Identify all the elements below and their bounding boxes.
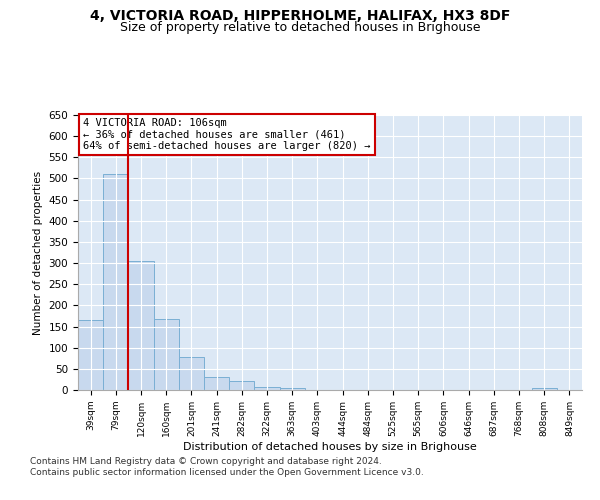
Bar xyxy=(103,174,128,390)
Bar xyxy=(128,261,154,390)
Text: Contains HM Land Registry data © Crown copyright and database right 2024.
Contai: Contains HM Land Registry data © Crown c… xyxy=(30,458,424,477)
Bar xyxy=(154,319,179,390)
Bar xyxy=(204,378,229,390)
Text: Size of property relative to detached houses in Brighouse: Size of property relative to detached ho… xyxy=(120,21,480,34)
Bar xyxy=(532,388,557,390)
Y-axis label: Number of detached properties: Number of detached properties xyxy=(33,170,43,334)
X-axis label: Distribution of detached houses by size in Brighouse: Distribution of detached houses by size … xyxy=(183,442,477,452)
Bar xyxy=(78,320,103,390)
Bar xyxy=(229,381,254,390)
Bar xyxy=(254,388,280,390)
Bar xyxy=(179,358,204,390)
Text: 4 VICTORIA ROAD: 106sqm
← 36% of detached houses are smaller (461)
64% of semi-d: 4 VICTORIA ROAD: 106sqm ← 36% of detache… xyxy=(83,118,371,151)
Bar xyxy=(280,388,305,390)
Text: 4, VICTORIA ROAD, HIPPERHOLME, HALIFAX, HX3 8DF: 4, VICTORIA ROAD, HIPPERHOLME, HALIFAX, … xyxy=(90,9,510,23)
